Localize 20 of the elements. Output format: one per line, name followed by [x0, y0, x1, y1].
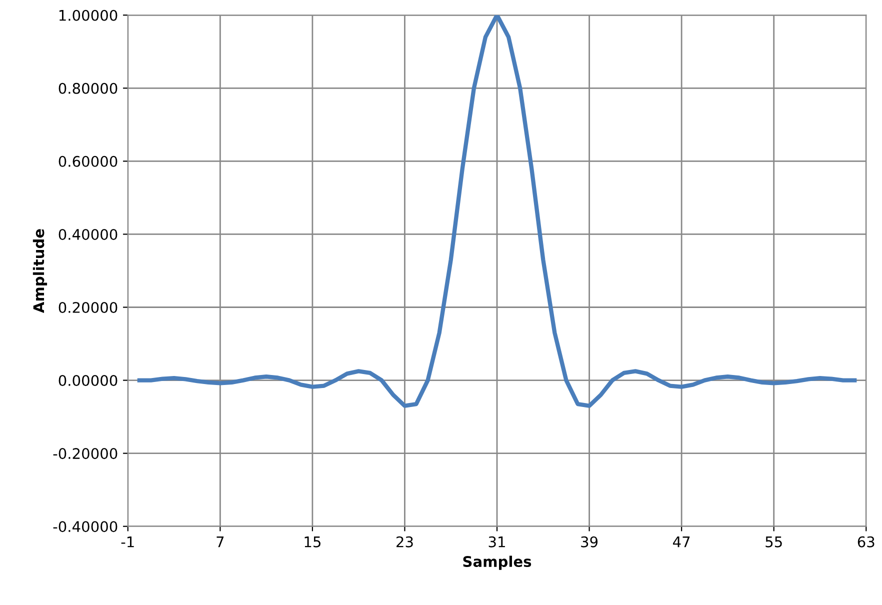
- y-tick-label: 0.60000: [58, 156, 118, 167]
- x-tick-label: 63: [858, 536, 874, 548]
- x-tick-label: 31: [488, 536, 505, 548]
- x-tick-label: 55: [766, 536, 782, 548]
- x-tick-label: -1: [121, 536, 134, 548]
- y-tick-label: 0.20000: [58, 302, 118, 313]
- x-tick-label: 39: [581, 536, 598, 548]
- y-tick-label: 0.40000: [58, 228, 118, 240]
- y-tick-label: -0.20000: [53, 448, 118, 460]
- x-tick-label: 23: [396, 536, 413, 548]
- y-axis-title: Amplitude: [32, 229, 48, 313]
- x-tick-label: 7: [216, 536, 224, 548]
- y-tick-label: 0.80000: [58, 82, 118, 94]
- x-axis-title: Samples: [463, 556, 532, 570]
- y-tick-label: 0.00000: [58, 375, 118, 386]
- y-tick-label: -0.40000: [53, 521, 118, 532]
- line-series: [137, 15, 857, 408]
- x-tick-label: 15: [304, 536, 320, 548]
- x-tick-label: 47: [673, 536, 690, 548]
- y-tick-label: 1.00000: [59, 10, 118, 21]
